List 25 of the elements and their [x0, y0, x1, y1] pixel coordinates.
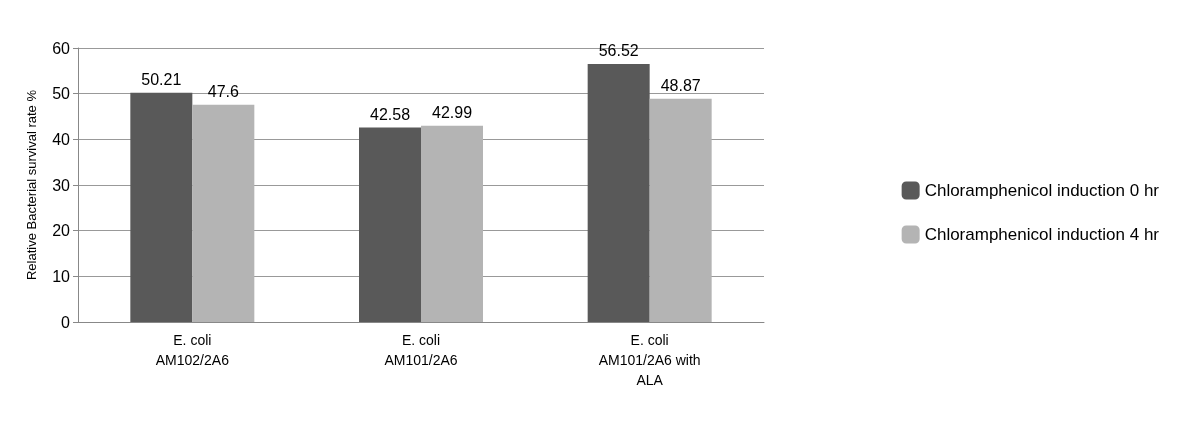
- data-label: 42.99: [431, 104, 473, 122]
- data-label: 50.21: [141, 71, 182, 89]
- data-label: 47.6: [207, 83, 240, 101]
- y-axis-title: Relative Bacterial survival rate %: [24, 89, 39, 281]
- legend-label: Chloramphenicol induction 4 hr: [924, 225, 1160, 244]
- data-label: 42.58: [369, 106, 411, 124]
- bar: [649, 98, 712, 322]
- bar: [192, 104, 255, 322]
- x-tick-label: E. coli AM101/2A6: [384, 332, 458, 368]
- data-label: 56.52: [598, 42, 639, 60]
- bar: [421, 125, 483, 322]
- y-tick-label: 60: [52, 39, 71, 57]
- y-tick-label: 50: [52, 85, 71, 103]
- data-label: 48.87: [660, 77, 701, 95]
- legend-label: Chloramphenicol induction 0 hr: [924, 181, 1160, 200]
- bar: [359, 127, 421, 322]
- y-tick-label: 10: [52, 267, 71, 285]
- bar: [130, 92, 193, 322]
- y-tick-label: 40: [52, 130, 71, 148]
- y-tick-label: 20: [52, 222, 71, 240]
- y-tick-label: 0: [61, 313, 71, 331]
- x-tick-label: E. coli AM101/2A6 with ALA: [598, 332, 701, 388]
- x-tick-label: E. coli AM102/2A6: [155, 332, 230, 368]
- bar: [587, 63, 650, 322]
- y-tick-label: 30: [52, 176, 71, 194]
